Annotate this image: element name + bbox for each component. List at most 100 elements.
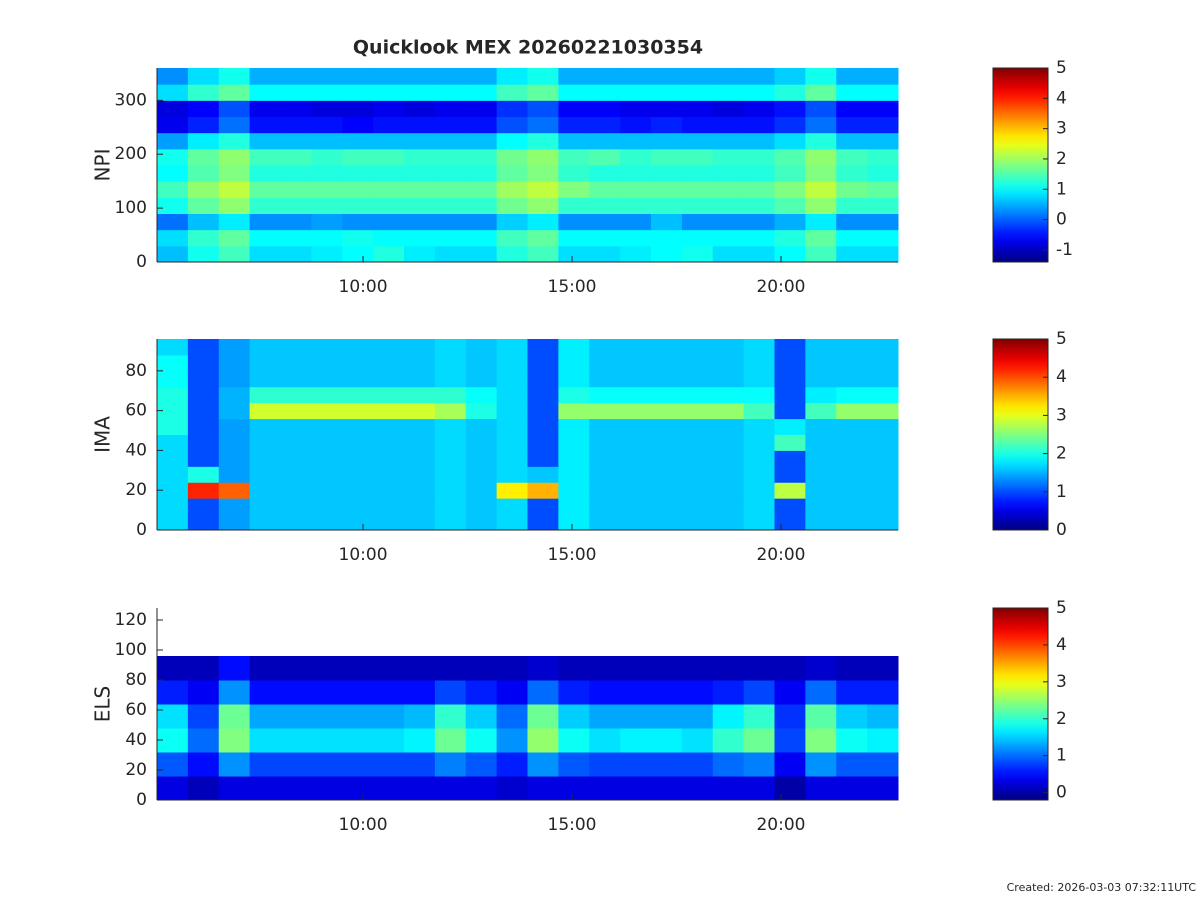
heatmap-cell (249, 181, 281, 198)
heatmap-cell (558, 165, 590, 182)
heatmap-cell (805, 68, 837, 85)
heatmap-cell (311, 434, 343, 451)
heatmap-cell (681, 354, 714, 372)
heatmap-cell (743, 229, 775, 247)
heatmap-cell (589, 482, 621, 499)
heatmap-cell (527, 402, 559, 420)
heatmap-cell (558, 752, 590, 777)
heatmap-cell (465, 466, 498, 483)
heatmap-cell (373, 354, 405, 372)
heatmap-cell (774, 680, 806, 705)
heatmap-cell (651, 466, 683, 483)
heatmap-cell (187, 386, 220, 404)
heatmap-cell (620, 339, 652, 356)
heatmap-cell (712, 776, 745, 801)
heatmap-cell (342, 354, 374, 372)
heatmap-cell (373, 245, 405, 263)
y-tick-label: 300 (115, 90, 147, 110)
heatmap-cell (805, 704, 837, 729)
heatmap-cell (743, 213, 775, 231)
heatmap-cell (249, 132, 281, 150)
heatmap-cell (218, 776, 251, 801)
heatmap-cell (589, 245, 621, 263)
heatmap-cell (342, 213, 374, 231)
heatmap-cell (342, 704, 374, 729)
heatmap-cell (681, 434, 714, 451)
heatmap-cell (774, 213, 806, 231)
heatmap-cell (465, 752, 498, 777)
heatmap-cell (558, 386, 590, 404)
heatmap-cell (743, 656, 775, 681)
heatmap-cell (342, 68, 374, 85)
heatmap-cell (558, 197, 590, 214)
heatmap-cell (651, 704, 683, 729)
heatmap-cell (373, 181, 405, 198)
heatmap-cell (249, 213, 281, 231)
x-tick-label: 10:00 (339, 277, 388, 297)
heatmap-cell (280, 656, 312, 681)
heatmap-cell (218, 68, 251, 85)
colorbar-tick-label: 5 (1056, 329, 1067, 349)
heatmap-cell (558, 402, 590, 420)
heatmap-cell (743, 68, 775, 85)
heatmap-cell (527, 229, 559, 247)
heatmap-cell (249, 498, 281, 515)
heatmap-cell (280, 752, 312, 777)
heatmap-cell (774, 482, 806, 499)
heatmap-cell (805, 181, 837, 198)
heatmap-cell (774, 84, 806, 101)
heatmap-cell (805, 752, 837, 777)
heatmap-cell (836, 68, 868, 85)
heatmap-cell (218, 418, 251, 435)
heatmap-cell (527, 213, 559, 231)
heatmap-cell (774, 450, 806, 467)
heatmap-cell (836, 418, 868, 435)
heatmap-cell (805, 656, 837, 681)
heatmap-cell (373, 514, 405, 531)
heatmap-cell (157, 116, 189, 134)
heatmap-cell (249, 514, 281, 531)
heatmap-cell (620, 165, 652, 182)
heatmap-cell (774, 370, 806, 388)
heatmap-cell (373, 656, 405, 681)
heatmap-cell (342, 245, 374, 263)
heatmap-cell (681, 213, 714, 231)
heatmap-cell (774, 728, 806, 753)
heatmap-cell (157, 498, 189, 515)
heatmap-cell (465, 181, 498, 198)
heatmap-cell (404, 245, 436, 263)
heatmap-cell (434, 100, 467, 117)
heatmap-cell (681, 229, 714, 247)
heatmap-cell (712, 482, 745, 499)
heatmap-cell (681, 197, 714, 214)
heatmap-cell (558, 482, 590, 499)
heatmap-cell (774, 656, 806, 681)
heatmap-cell (743, 466, 775, 483)
heatmap-cell (496, 229, 528, 247)
heatmap-cell (465, 482, 498, 499)
heatmap-cell (712, 450, 745, 467)
heatmap-cell (836, 680, 868, 705)
heatmap-cell (373, 148, 405, 166)
heatmap-cell (651, 386, 683, 404)
heatmap-cell (373, 339, 405, 356)
heatmap-cell (589, 100, 621, 117)
heatmap-cell (774, 229, 806, 247)
heatmap-cell (620, 776, 652, 801)
heatmap-cell (434, 370, 467, 388)
heatmap-cell (465, 728, 498, 753)
heatmap-cell (249, 656, 281, 681)
heatmap-cell (249, 354, 281, 372)
heatmap-cell (496, 116, 528, 134)
heatmap-cell (404, 100, 436, 117)
heatmap-cell (496, 245, 528, 263)
heatmap-cell (651, 148, 683, 166)
heatmap-cell (404, 148, 436, 166)
heatmap-cell (527, 370, 559, 388)
heatmap-cell (373, 402, 405, 420)
heatmap-cell (589, 370, 621, 388)
heatmap-cell (249, 450, 281, 467)
heatmap-cell (373, 370, 405, 388)
heatmap-cell (280, 213, 312, 231)
